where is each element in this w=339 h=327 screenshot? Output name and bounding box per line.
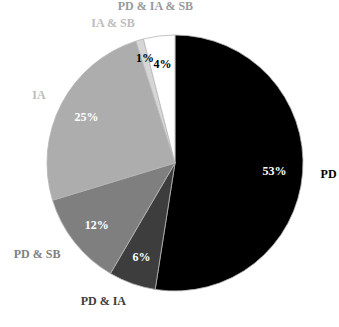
category-label: IA & SB [91,16,134,30]
category-label: PD [321,167,337,181]
category-label: PD & IA [81,294,127,308]
pie-slice [155,35,303,291]
slices [47,35,303,291]
category-label: PD & SB [14,247,61,261]
chart-container: 53% PD 6% PD & IA 12% PD & SB 25% IA 1% IA & SB 4%… [0,0,339,327]
labels: 53% PD 6% PD & IA 12% PD & SB 25% IA 1% IA & SB 4%… [14,0,337,308]
data-label: 12% [85,218,109,232]
category-label: PD & IA & SB [118,0,193,13]
data-label: 6% [133,250,151,264]
pie-chart: 53% PD 6% PD & IA 12% PD & SB 25% IA 1% IA & SB 4%… [0,0,339,327]
category-label: IA [32,88,46,102]
data-label: 53% [263,164,287,178]
pie-slice [47,41,175,200]
data-label: 25% [75,110,99,124]
data-label: 1% [136,51,154,65]
data-label: 4% [154,57,172,71]
